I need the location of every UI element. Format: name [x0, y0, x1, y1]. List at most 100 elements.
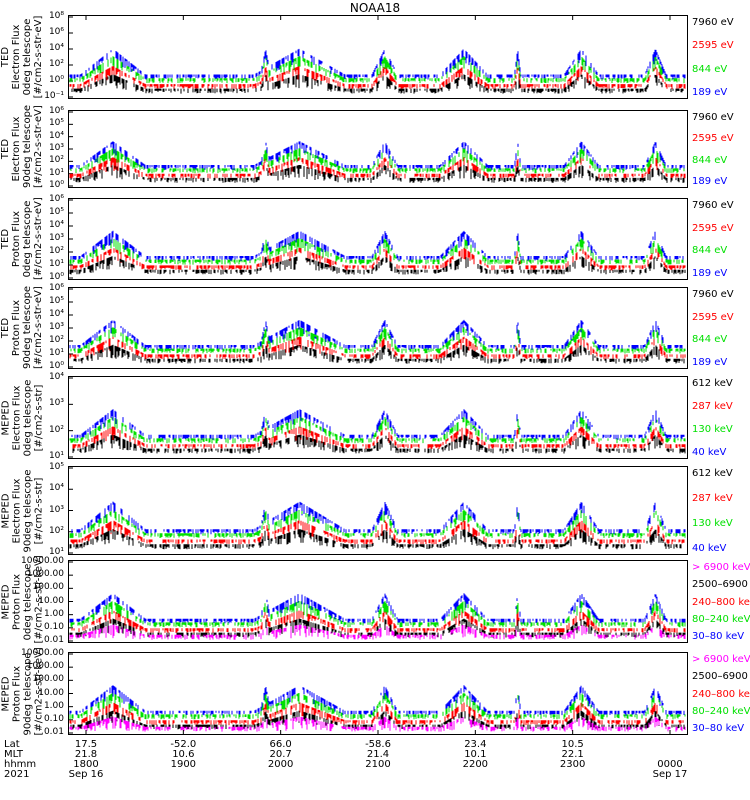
panel-5-ylabel: MEPED Electron Flux 0deg telescope [#/cm2-s… [0, 376, 44, 459]
legend-entry: 40 keV [692, 447, 727, 458]
xtick-lat: -52.0 [170, 739, 197, 750]
ytick-label: 10³ [48, 398, 64, 409]
series-trace [69, 319, 683, 350]
xtick-mlt: 22.1 [561, 749, 584, 760]
legend-entry: 612 keV [692, 378, 733, 389]
xtick-mlt: 20.7 [269, 749, 292, 760]
ytick-label: 10¹ [48, 259, 64, 269]
legend-entry: 2595 eV [692, 311, 734, 323]
xtick-hhmm: 1900 [170, 759, 197, 770]
xtick-hhmm: 0000 [657, 759, 683, 770]
ylabel-line: MEPED [0, 400, 11, 435]
xtick-lat: 23.4 [464, 739, 487, 750]
xtick-lat: 10.5 [561, 739, 584, 750]
series-trace [69, 56, 685, 84]
ytick-label: 10³ [48, 233, 64, 243]
series-trace [69, 48, 686, 80]
legend-entry: 844 eV [692, 334, 728, 346]
ytick-label: 10.00 [38, 595, 64, 606]
ytick-label: 10000.00 [21, 648, 64, 658]
ytick-label: 10⁴ [48, 483, 64, 494]
legend-entry: 30–80 keV [692, 723, 745, 734]
xtick-mlt: 21.8 [74, 749, 98, 760]
ytick-label: 10¹ [48, 348, 64, 358]
legend-entry: 287 keV [692, 401, 733, 412]
legend-entry: > 6900 keV [692, 562, 750, 573]
legend-entry: 2500–6900 [692, 671, 748, 683]
legend-entry: 2595 eV [692, 222, 734, 234]
ytick-label: 10⁵ [48, 462, 64, 472]
ytick-label: 10⁴ [48, 372, 64, 382]
legend-entry: 240–800 keV [692, 596, 750, 608]
xaxis-row-label: MLT [4, 749, 23, 760]
ytick-label: 10⁶ [48, 27, 64, 37]
ytick-label: 10⁵ [48, 118, 64, 129]
legend-entry: 7960 eV [692, 17, 734, 28]
xaxis-row-label: hhmm [4, 759, 37, 770]
ytick-label: 10¹ [48, 451, 64, 461]
series-trace [69, 702, 684, 726]
ytick-label: 10² [48, 246, 64, 256]
series-trace [69, 157, 686, 179]
ytick-label: 10⁻¹ [44, 91, 64, 101]
legend-entry: 7960 eV [692, 289, 734, 300]
xtick-lat: -58.6 [365, 739, 391, 750]
ytick-label: 10² [48, 424, 64, 435]
ytick-label: 10² [48, 155, 64, 166]
ytick-label: 0.10 [43, 713, 64, 724]
xtick-hhmm: 2200 [462, 759, 489, 770]
series-trace [69, 716, 686, 732]
xtick-lat: 17.5 [74, 739, 98, 750]
series-trace [69, 256, 686, 275]
ytick-label: 10⁸ [48, 11, 64, 21]
series-trace [70, 327, 686, 354]
series-trace [69, 593, 686, 624]
xtick-hhmm: 2100 [365, 759, 391, 770]
ytick-label: 10² [48, 59, 64, 69]
ytick-label: 10³ [48, 322, 64, 332]
series-trace [70, 601, 686, 628]
ytick-label: 100.00 [32, 674, 65, 685]
series-trace [71, 501, 686, 535]
series-trace [70, 520, 685, 545]
legend-entry: 844 eV [692, 63, 728, 75]
ytick-label: 10⁴ [48, 220, 64, 230]
xaxis-row-label: Lat [4, 739, 20, 750]
ytick-label: 10⁶ [48, 106, 64, 116]
ytick-label: 10³ [48, 504, 64, 515]
xtick-mlt: 10.6 [172, 749, 195, 760]
legend-entry: 7960 eV [692, 200, 734, 211]
legend-entry: 189 eV [692, 357, 728, 368]
ylabel-line: [#/cm2-s-str] [33, 384, 44, 451]
ytick-label: 10000.00 [21, 556, 64, 566]
xtick-lat: 66.0 [269, 739, 292, 750]
series-trace [69, 509, 686, 539]
xtick-hhmm: 2300 [559, 759, 586, 770]
series-trace [70, 247, 686, 271]
series-trace [69, 66, 686, 90]
ytick-label: 10⁶ [48, 283, 64, 293]
ytick-label: 10² [48, 335, 64, 345]
series-trace [69, 685, 685, 716]
series-trace [71, 409, 685, 440]
legend-entry: 287 keV [692, 493, 733, 504]
xtick-date: Sep 17 [652, 769, 688, 780]
series-trace [71, 610, 686, 634]
legend-entry: 40 keV [692, 543, 727, 554]
legend-entry: > 6900 keV [692, 654, 750, 665]
ytick-label: 10² [48, 525, 64, 536]
legend-entry: 2595 eV [692, 133, 734, 145]
legend-entry: 30–80 keV [692, 631, 745, 642]
ytick-label: 10⁶ [48, 194, 64, 204]
series-trace [72, 426, 686, 450]
legend-entry: 7960 eV [692, 112, 734, 123]
series-trace [73, 344, 685, 364]
ytick-label: 10⁰ [48, 272, 64, 282]
ytick-label: 1.00 [43, 608, 64, 619]
ytick-label: 1000.00 [26, 661, 64, 672]
series-trace [69, 692, 686, 720]
series-trace [72, 434, 686, 454]
xtick-date: Sep 16 [68, 769, 104, 780]
ytick-label: 1000.00 [26, 569, 64, 580]
